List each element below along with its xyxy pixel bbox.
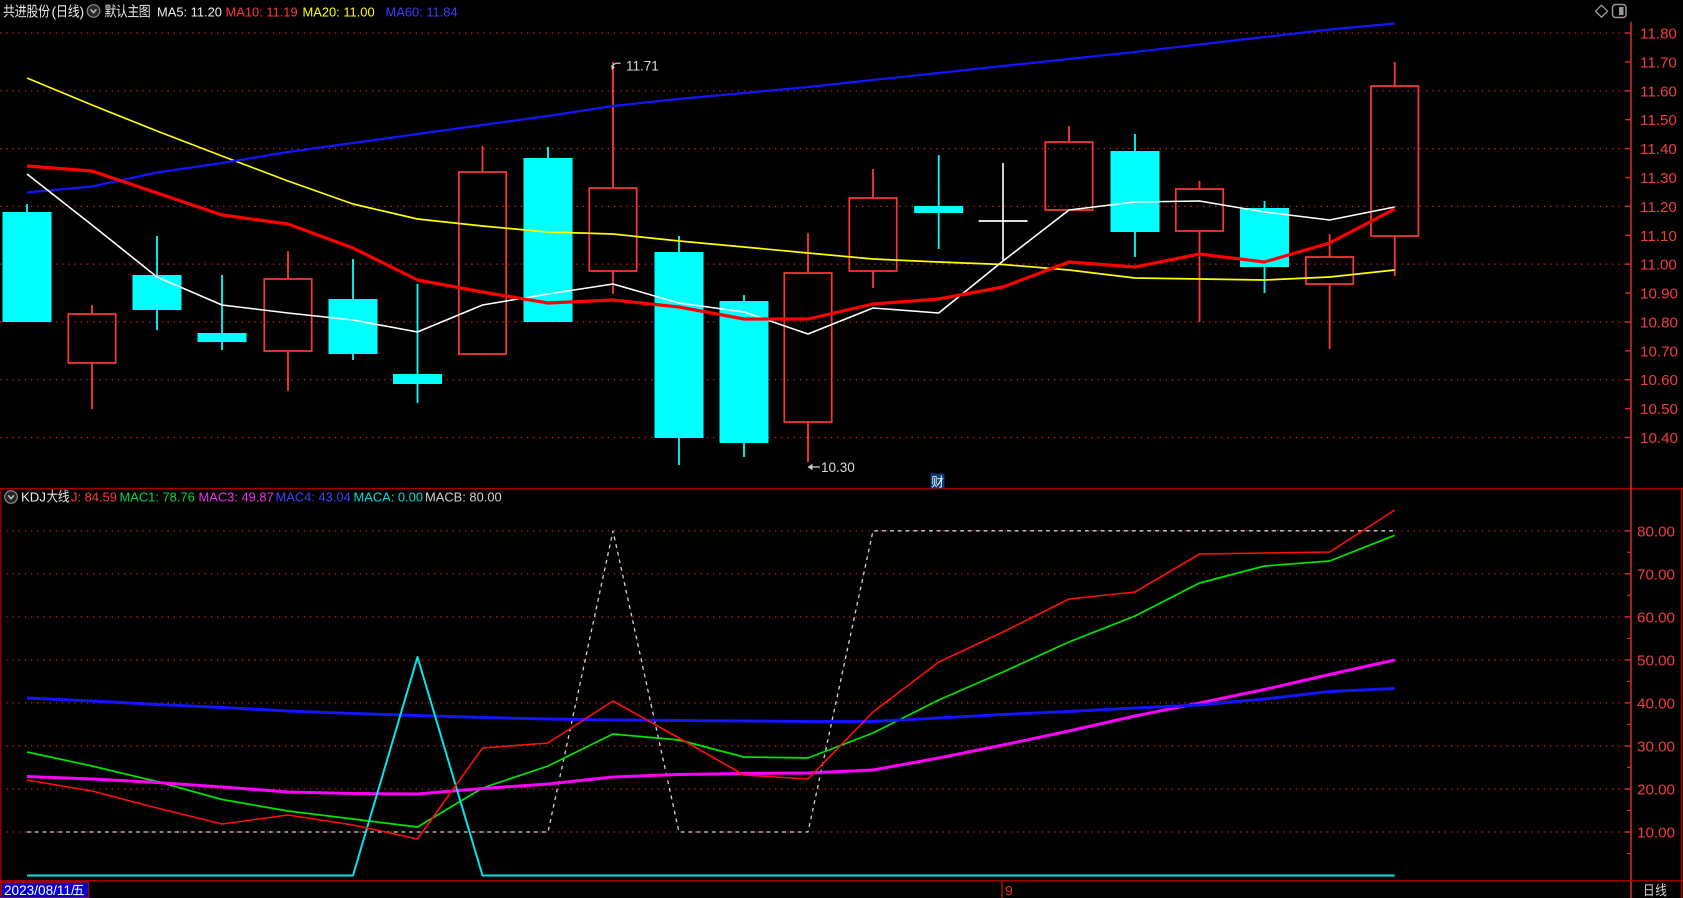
svg-text:10.50: 10.50 <box>1640 401 1678 418</box>
svg-text:KDJ: KDJ <box>21 490 46 505</box>
svg-text:MAC1: 78.76: MAC1: 78.76 <box>120 490 195 505</box>
svg-text:20.00: 20.00 <box>1637 782 1675 799</box>
svg-text:MA60: 11.84: MA60: 11.84 <box>386 5 458 20</box>
svg-text:40.00: 40.00 <box>1637 695 1675 712</box>
svg-text:11.70: 11.70 <box>1640 54 1677 71</box>
svg-text:11.30: 11.30 <box>1640 170 1677 187</box>
svg-text:11.50: 11.50 <box>1640 112 1677 129</box>
svg-text:2023/08/11/: 2023/08/11/ <box>4 883 75 898</box>
svg-text:11.20: 11.20 <box>1640 199 1677 216</box>
svg-text:11.10: 11.10 <box>1640 228 1677 245</box>
svg-text:11.71: 11.71 <box>626 59 659 74</box>
svg-text:MACB: 80.00: MACB: 80.00 <box>425 490 502 505</box>
svg-text:30.00: 30.00 <box>1637 738 1675 755</box>
svg-text:11.00: 11.00 <box>1640 257 1677 274</box>
svg-text:50.00: 50.00 <box>1637 652 1675 669</box>
svg-text:80.00: 80.00 <box>1637 523 1675 540</box>
svg-text:): ) <box>80 4 85 20</box>
svg-text:11.80: 11.80 <box>1640 26 1677 43</box>
svg-text:70.00: 70.00 <box>1637 566 1675 583</box>
svg-text:9: 9 <box>1005 883 1013 898</box>
svg-text:10.60: 10.60 <box>1640 372 1678 389</box>
svg-text:MA20: 11.00: MA20: 11.00 <box>303 5 375 20</box>
svg-text:MAC4: 43.04: MAC4: 43.04 <box>276 490 351 505</box>
svg-text:MA10: 11.19: MA10: 11.19 <box>226 5 298 20</box>
svg-text:10.80: 10.80 <box>1640 314 1678 331</box>
svg-text:60.00: 60.00 <box>1637 609 1675 626</box>
svg-text:10.90: 10.90 <box>1640 286 1678 303</box>
svg-text:MAC3: 49.87: MAC3: 49.87 <box>199 490 274 505</box>
svg-text:11.40: 11.40 <box>1640 141 1677 158</box>
svg-text:10.40: 10.40 <box>1640 430 1678 447</box>
svg-text:10.70: 10.70 <box>1640 343 1678 360</box>
svg-text:J: 84.59: J: 84.59 <box>71 490 117 505</box>
svg-text:10.30: 10.30 <box>821 460 855 475</box>
svg-text:10.00: 10.00 <box>1637 825 1675 842</box>
svg-text:MACA: 0.00: MACA: 0.00 <box>354 490 424 505</box>
svg-text:(: ( <box>52 4 57 20</box>
svg-text:11.60: 11.60 <box>1640 83 1677 100</box>
svg-text:MA5: 11.20: MA5: 11.20 <box>157 5 222 20</box>
